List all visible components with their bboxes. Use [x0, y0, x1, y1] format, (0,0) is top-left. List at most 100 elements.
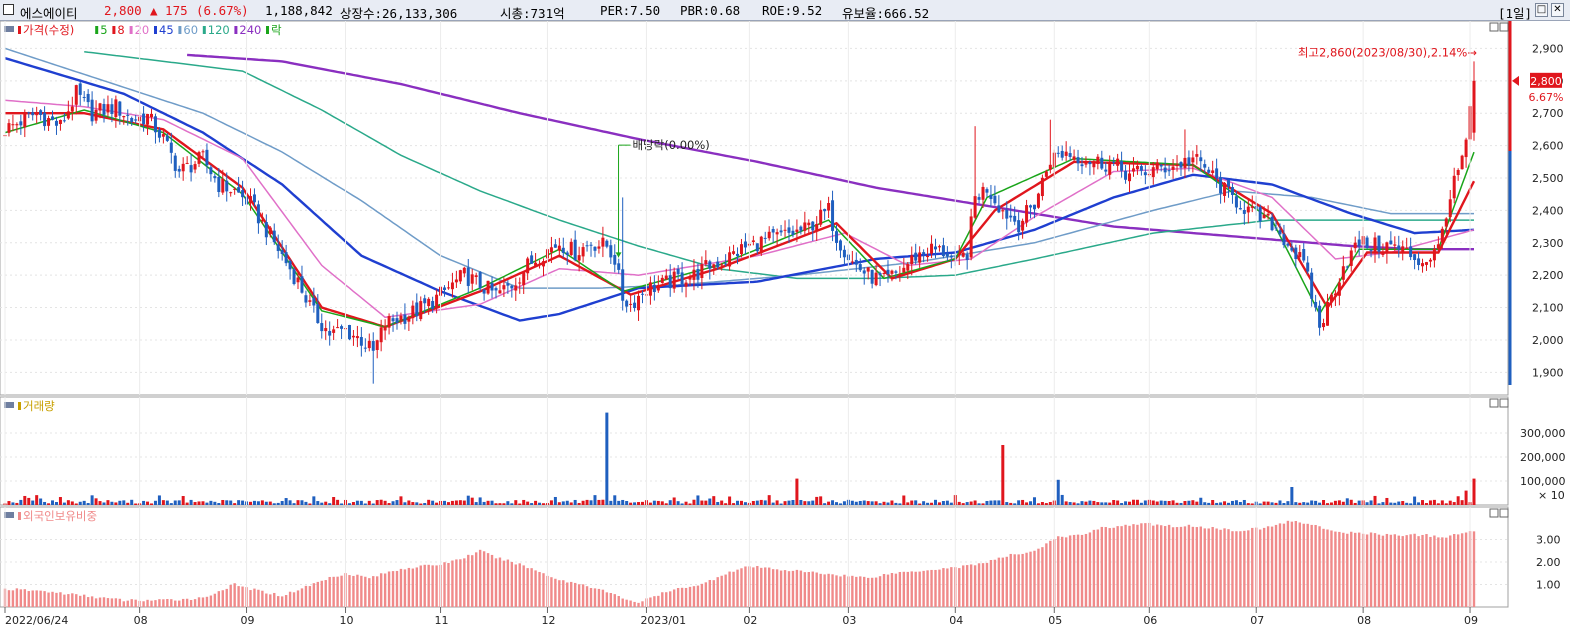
- volume-bar: [189, 499, 193, 505]
- volume-bar: [557, 502, 561, 505]
- candle-body: [534, 262, 538, 267]
- volume-bar: [1341, 501, 1345, 505]
- foreign-bar: [878, 576, 882, 607]
- candle-body: [1009, 215, 1013, 218]
- foreign-bar: [898, 571, 902, 607]
- volume-bar: [403, 502, 407, 505]
- candle-body: [15, 124, 19, 126]
- foreign-bar: [570, 581, 573, 607]
- volume-bar: [1104, 502, 1108, 505]
- volume-bar: [177, 500, 181, 505]
- candle-body: [1393, 244, 1397, 246]
- candle-body: [692, 269, 696, 280]
- volume-bar: [336, 499, 340, 505]
- foreign-bar: [958, 568, 961, 607]
- volume-bar: [1013, 503, 1017, 505]
- foreign-bar: [391, 571, 395, 607]
- volume-bar: [478, 497, 482, 505]
- period-selector[interactable]: [1일]: [1498, 6, 1533, 21]
- foreign-bar: [122, 601, 125, 607]
- volume-bar: [130, 499, 134, 505]
- maximize-icon[interactable]: □: [1535, 3, 1548, 17]
- candle-body: [526, 258, 530, 274]
- volume-bar: [1128, 501, 1132, 505]
- candle-body: [371, 341, 375, 351]
- foreign-bar: [181, 598, 185, 607]
- foreign-bar: [31, 590, 34, 607]
- candle-body: [1096, 156, 1100, 164]
- candle-body: [288, 260, 292, 270]
- candle-body: [656, 285, 660, 291]
- volume-bar: [732, 503, 736, 505]
- foreign-bar: [486, 553, 490, 607]
- volume-bar: [280, 501, 284, 505]
- candle-body: [1171, 166, 1175, 170]
- high-price-annotation: 최고2,860(2023/08/30),2.14%→: [1298, 45, 1478, 59]
- foreign-bar: [942, 568, 945, 607]
- candle-body: [739, 244, 743, 255]
- candle-body: [973, 196, 977, 218]
- foreign-bar: [1128, 525, 1131, 607]
- volume-bar: [886, 502, 890, 505]
- candle-body: [708, 261, 712, 269]
- candle-body: [1302, 249, 1306, 261]
- volume-bar: [383, 500, 387, 505]
- ma-line-5: [4, 109, 1475, 328]
- candle-body: [581, 247, 585, 257]
- volume-bar: [1274, 502, 1278, 505]
- foreign-bar: [1080, 534, 1084, 607]
- candle-body: [648, 282, 652, 296]
- candle-body: [728, 252, 732, 267]
- foreign-bar: [573, 582, 577, 607]
- volume-bar: [1298, 502, 1302, 505]
- volume-bar: [173, 500, 177, 505]
- foreign-bar: [696, 585, 700, 607]
- volume-bar: [1436, 503, 1440, 505]
- foreign-bar: [403, 569, 407, 607]
- foreign-bar: [237, 586, 240, 607]
- candle-body: [676, 268, 680, 275]
- candle-body: [720, 264, 724, 266]
- volume-bar: [1373, 495, 1377, 505]
- foreign-bar: [1449, 535, 1452, 607]
- foreign-bar: [787, 571, 791, 607]
- foreign-bar: [589, 588, 593, 607]
- foreign-bar: [67, 594, 70, 607]
- foreign-bar: [269, 594, 272, 607]
- volume-bar: [1460, 500, 1464, 505]
- foreign-bar: [708, 579, 712, 607]
- candle-body: [86, 93, 90, 103]
- legend-swatch: [18, 26, 21, 34]
- foreign-bar: [1456, 534, 1460, 607]
- volume-bar: [854, 501, 858, 505]
- candle-body: [538, 264, 542, 266]
- foreign-bar: [189, 599, 193, 607]
- volume-bar: [1096, 502, 1100, 505]
- candle-body: [375, 340, 379, 351]
- close-icon[interactable]: ✕: [1551, 3, 1564, 17]
- candle-body: [347, 324, 351, 340]
- foreign-bar: [1354, 532, 1357, 607]
- foreign-bar: [1025, 552, 1028, 607]
- foreign-bar: [35, 590, 38, 607]
- volume-bar: [724, 503, 728, 505]
- foreign-bar: [1247, 530, 1250, 607]
- volume-bar: [708, 498, 712, 505]
- foreign-bar: [886, 574, 890, 607]
- candle-body: [1187, 157, 1191, 166]
- volume-bar: [870, 501, 874, 505]
- volume-bar: [625, 500, 629, 505]
- foreign-bar: [688, 586, 692, 607]
- volume-bar: [58, 497, 62, 505]
- candle-body: [542, 261, 546, 267]
- foreign-bar: [63, 594, 66, 607]
- volume-bar: [1135, 499, 1139, 505]
- foreign-bar: [328, 576, 331, 607]
- window-checkbox[interactable]: [3, 4, 14, 15]
- foreign-bar: [807, 572, 810, 607]
- candle-body: [759, 236, 763, 253]
- foreign-bar: [280, 596, 284, 607]
- candle-body: [1175, 164, 1179, 167]
- foreign-bar: [368, 578, 371, 607]
- candle-body: [609, 245, 613, 258]
